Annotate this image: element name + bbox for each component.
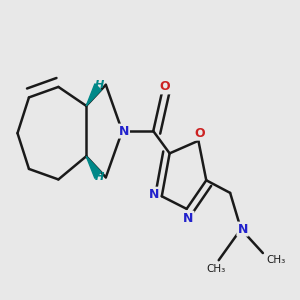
Polygon shape <box>86 156 101 178</box>
Text: N: N <box>118 124 129 138</box>
Text: N: N <box>183 212 194 225</box>
Text: N: N <box>148 188 159 201</box>
Text: O: O <box>160 80 170 93</box>
Text: O: O <box>194 127 205 140</box>
Text: H: H <box>95 80 104 90</box>
Text: H: H <box>95 172 104 182</box>
Polygon shape <box>86 84 101 106</box>
Text: CH₃: CH₃ <box>266 255 285 265</box>
Text: N: N <box>237 223 248 236</box>
Text: CH₃: CH₃ <box>206 264 226 274</box>
